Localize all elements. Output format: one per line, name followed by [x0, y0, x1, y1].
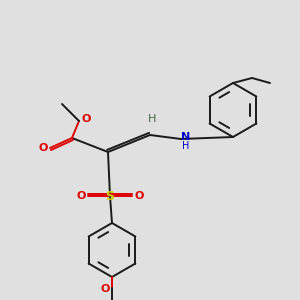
Text: O: O [81, 114, 91, 124]
Text: O: O [38, 143, 48, 153]
Text: H: H [182, 141, 190, 151]
Text: N: N [182, 132, 190, 142]
Text: O: O [134, 191, 144, 201]
Text: O: O [76, 191, 86, 201]
Text: S: S [106, 190, 115, 202]
Text: O: O [100, 284, 110, 294]
Text: H: H [148, 114, 156, 124]
